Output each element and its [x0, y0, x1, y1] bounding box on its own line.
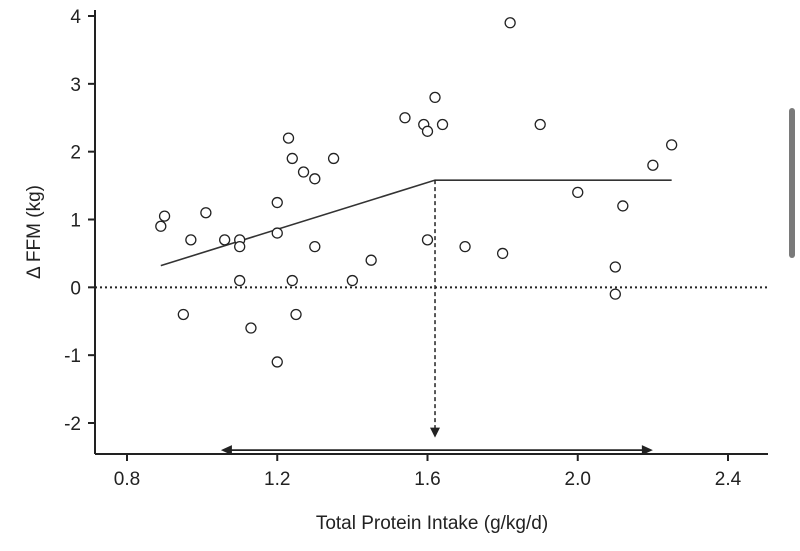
data-point	[297, 166, 310, 178]
x-tick-label: 0.8	[114, 469, 140, 490]
data-point	[158, 210, 171, 222]
x-tick-label: 2.4	[715, 469, 742, 490]
data-point	[609, 288, 621, 300]
data-point	[609, 261, 621, 273]
y-tick-label: 2	[70, 143, 81, 164]
fit-line	[160, 179, 672, 267]
x-tick-label: 2.0	[565, 469, 591, 490]
data-point	[177, 308, 189, 321]
data-point	[365, 254, 377, 266]
data-point	[496, 247, 509, 260]
data-point	[504, 17, 516, 29]
data-point	[459, 240, 471, 253]
y-tick-label: 1	[70, 211, 81, 232]
y-tick-label: -2	[64, 414, 81, 435]
data-point	[234, 240, 246, 253]
data-point	[327, 152, 340, 165]
data-point	[617, 200, 629, 212]
data-points	[155, 17, 678, 368]
data-point	[647, 159, 659, 171]
breakpoint-arrow	[430, 180, 441, 438]
data-point	[271, 196, 283, 209]
data-point	[271, 356, 283, 368]
data-point	[534, 118, 546, 131]
data-point	[436, 118, 449, 131]
y-axis-title: Δ FFM (kg)	[24, 185, 45, 279]
data-point	[290, 308, 302, 321]
y-tick-label: 3	[70, 75, 81, 96]
data-point	[421, 125, 434, 137]
data-point	[200, 207, 212, 219]
y-tick-label: 0	[70, 278, 81, 299]
x-ticks: 0.8 1.2 1.6 2.0 2.4	[114, 454, 742, 490]
data-point	[429, 91, 441, 104]
data-point	[666, 139, 678, 151]
data-point	[346, 274, 359, 287]
data-point	[234, 274, 246, 287]
x-tick-label: 1.6	[414, 469, 440, 490]
scrollbar[interactable]	[789, 108, 795, 258]
y-ticks: -2 -1 0 1 2 3 4	[64, 7, 95, 435]
y-tick-label: 4	[70, 7, 81, 28]
data-point	[286, 274, 298, 287]
data-point	[282, 132, 295, 144]
data-point	[219, 234, 231, 246]
axes	[94, 10, 768, 455]
range-arrowhead-right	[641, 445, 653, 456]
x-axis-title: Total Protein Intake (g/kg/d)	[316, 513, 548, 534]
data-point	[185, 234, 197, 246]
data-point	[309, 173, 321, 185]
range-arrowhead-left	[220, 445, 232, 456]
data-point	[572, 186, 584, 199]
data-point	[286, 152, 298, 165]
data-point	[399, 112, 411, 124]
range-arrow	[220, 445, 653, 456]
data-point	[245, 322, 257, 334]
data-point	[271, 227, 283, 239]
data-point	[309, 240, 321, 253]
x-tick-label: 1.2	[264, 469, 290, 490]
breakpoint-arrowhead	[430, 427, 441, 438]
data-point	[421, 234, 434, 246]
y-tick-label: -1	[64, 346, 81, 367]
data-point	[155, 220, 167, 232]
